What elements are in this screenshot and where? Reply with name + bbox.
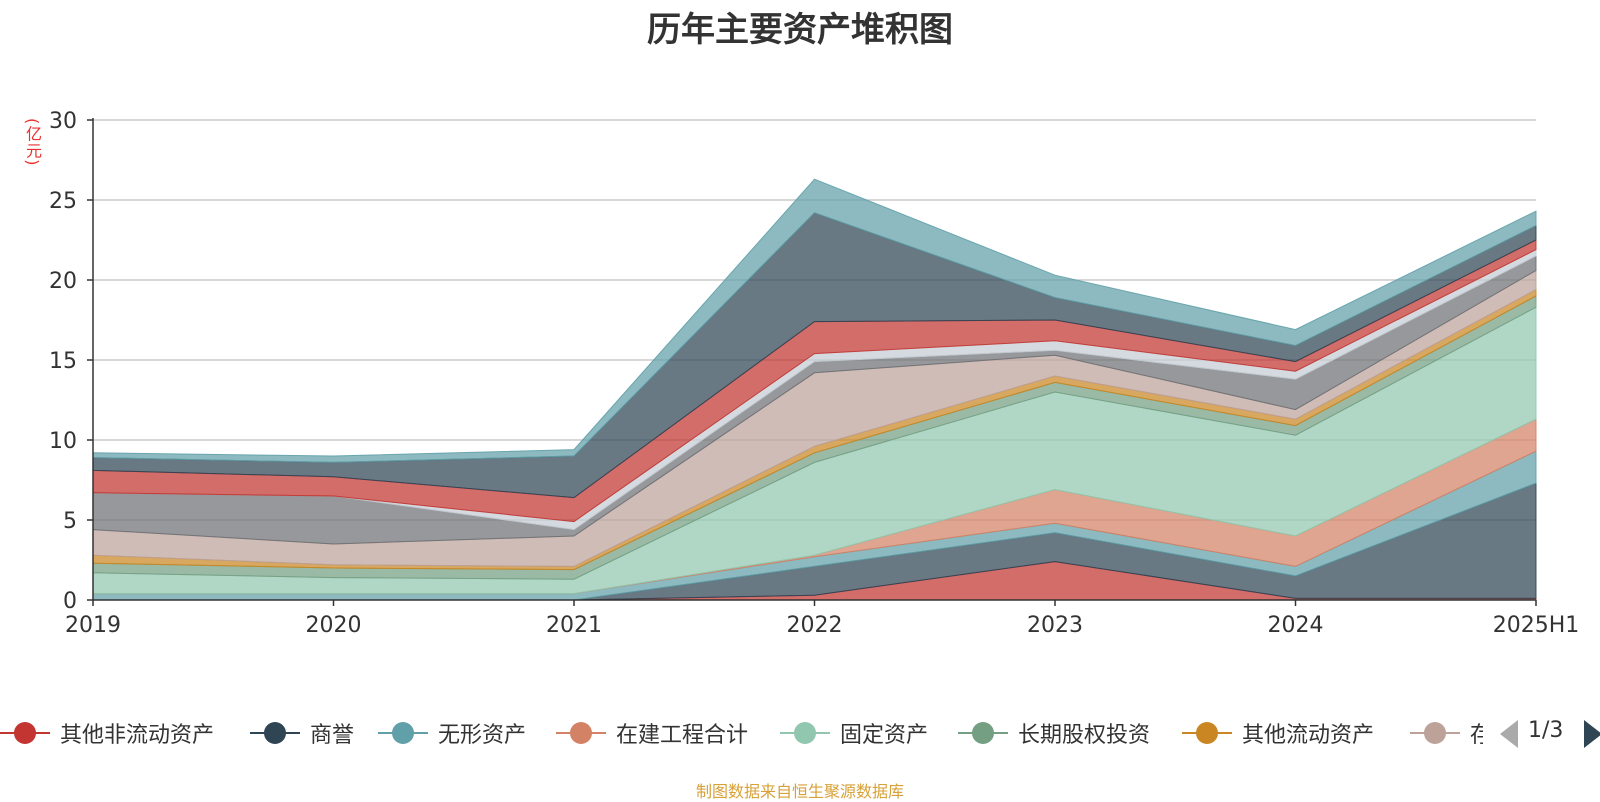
y-tick-label: 20	[49, 269, 77, 294]
y-tick-label: 5	[63, 509, 77, 534]
x-tick-label: 2024	[1268, 613, 1324, 638]
stacked-areas	[92, 178, 1537, 601]
axes: 0 5 10 15 20 25 30 2019 2020 2021 2022 2023 2024 2025…	[49, 109, 1579, 638]
chart-title: 历年主要资产堆积图	[647, 10, 953, 50]
y-tick-label: 15	[49, 349, 77, 374]
legend-item[interactable]: 在建工程合计	[556, 716, 748, 750]
y-tick-label: 0	[63, 589, 77, 614]
legend-marker-icon	[556, 718, 606, 748]
legend-marker-icon	[0, 718, 50, 748]
legend-item[interactable]: 其他非流动资产	[0, 716, 214, 750]
legend-marker-icon	[1410, 718, 1460, 748]
legend-item[interactable]: 商誉	[250, 716, 354, 750]
legend-marker-icon	[780, 718, 830, 748]
data-source-note: 制图数据来自恒生聚源数据库	[695, 782, 904, 801]
x-tick-label: 2021	[546, 613, 602, 638]
legend-label: 其他非流动资产	[60, 723, 215, 748]
legend-label: 商誉	[310, 723, 355, 748]
area-series-13	[92, 178, 1537, 463]
legend-item[interactable]: 存	[1410, 716, 1483, 750]
legend-label: 在建工程合计	[616, 723, 749, 748]
x-tick-label: 2020	[306, 613, 362, 638]
x-tick-label: 2023	[1027, 613, 1083, 638]
y-axis-unit: (亿元)	[23, 118, 42, 167]
legend-label: 长期股权投资	[1018, 723, 1151, 748]
legend-prev-arrow-icon[interactable]	[1500, 720, 1518, 748]
legend-label: 固定资产	[840, 723, 929, 748]
legend-item[interactable]: 其他流动资产	[1182, 716, 1374, 750]
legend-item[interactable]: 长期股权投资	[958, 716, 1150, 750]
legend-next-arrow-icon[interactable]	[1584, 720, 1600, 748]
legend-label: 其他流动资产	[1242, 723, 1375, 748]
y-tick-label: 10	[49, 429, 77, 454]
y-tick-label: 30	[49, 109, 77, 134]
legend-marker-icon	[1182, 718, 1232, 748]
legend-label: 无形资产	[438, 723, 527, 748]
legend-item[interactable]: 固定资产	[780, 716, 928, 750]
legend-marker-icon	[250, 718, 300, 748]
legend-marker-icon	[378, 718, 428, 748]
y-tick-label: 25	[49, 189, 77, 214]
legend-page-info: 1/3	[1528, 718, 1564, 743]
legend-label: 存	[1470, 723, 1483, 748]
legend-marker-icon	[958, 718, 1008, 748]
x-tick-label: 2025H1	[1493, 613, 1580, 638]
legend-pager: 1/3	[1500, 716, 1600, 750]
legend-item[interactable]: 无形资产	[378, 716, 526, 750]
x-tick-label: 2019	[65, 613, 121, 638]
legend: 其他非流动资产 商誉 无形资产 在建工程合计 固定资产 长期股权投资 其他流动资产 存	[0, 716, 1483, 750]
x-tick-label: 2022	[787, 613, 843, 638]
